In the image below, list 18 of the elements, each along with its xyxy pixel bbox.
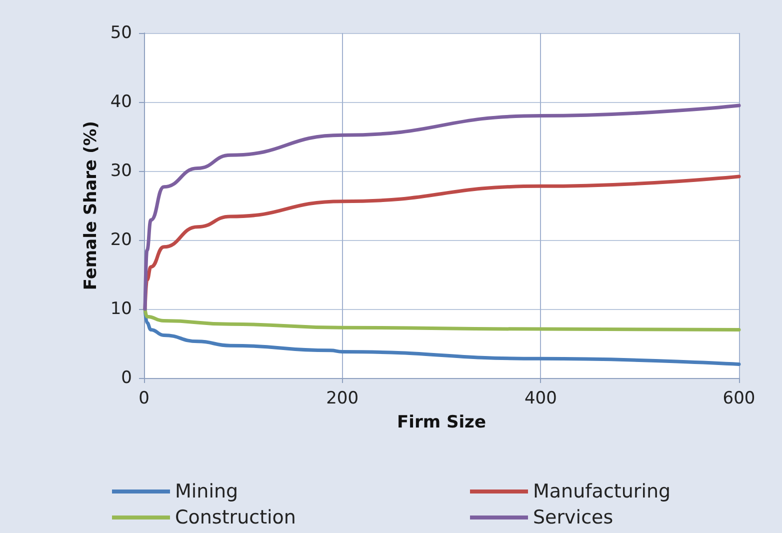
legend-label: Mining	[175, 480, 238, 502]
legend-label: Construction	[175, 506, 296, 528]
legend-label: Manufacturing	[533, 480, 671, 502]
y-tick-label: 30	[110, 161, 132, 181]
x-tick-label: 0	[138, 388, 150, 408]
line-series	[143, 307, 741, 332]
y-tick-label: 0	[121, 368, 132, 388]
y-tick-label: 40	[110, 92, 132, 112]
line-series	[143, 104, 741, 311]
x-axis-title: Firm Size	[397, 412, 486, 432]
y-axis-title: Female Share (%)	[80, 120, 101, 290]
y-tick-label: 10	[110, 299, 132, 319]
x-tick-label: 200	[326, 388, 359, 408]
x-tick-label: 400	[524, 388, 557, 408]
y-tick-label: 50	[110, 23, 132, 43]
x-tick-label: 600	[722, 388, 756, 408]
legend-label: Services	[533, 506, 614, 528]
y-tick-label: 20	[110, 230, 132, 250]
